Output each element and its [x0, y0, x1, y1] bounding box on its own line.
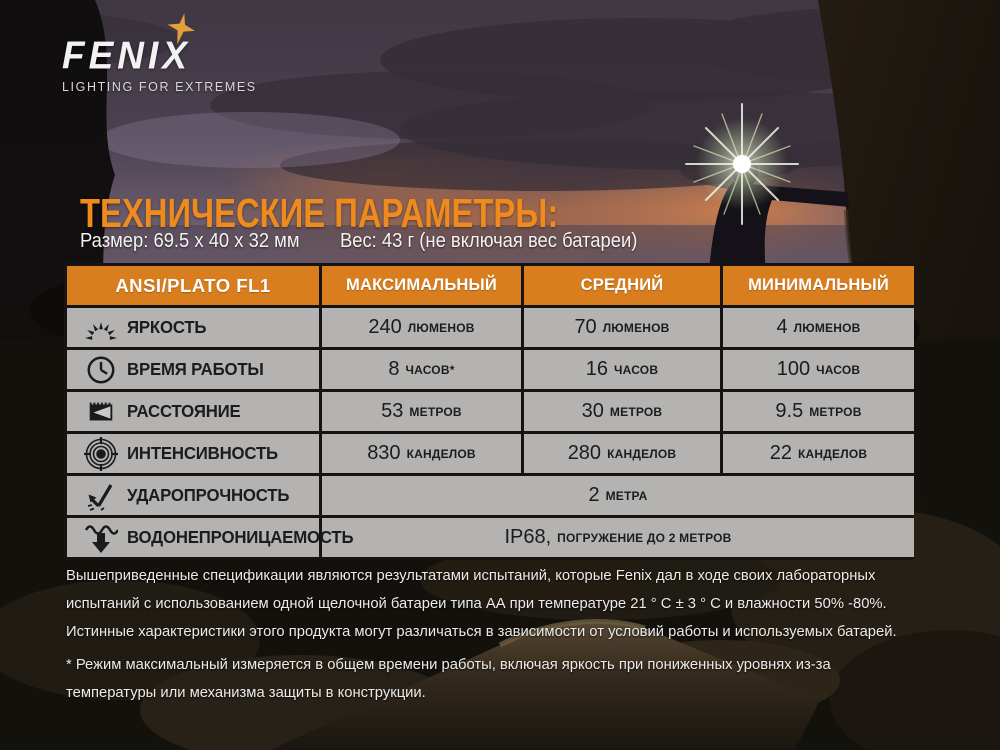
header-standard: ANSI/PLATO FL1	[67, 266, 319, 305]
spec-table: ANSI/PLATO FL1 МАКСИМАЛЬНЫЙ СРЕДНИЙ МИНИ…	[64, 263, 914, 560]
table-row: УДАРОПРОЧНОСТЬ 2 МЕТРА	[67, 476, 914, 515]
impact-icon	[75, 479, 127, 513]
value-cell-span: 2 МЕТРА	[322, 476, 914, 515]
header-max: МАКСИМАЛЬНЫЙ	[322, 266, 521, 305]
clock-icon	[75, 354, 127, 386]
fenix-star-icon	[167, 13, 195, 45]
header-min: МИНИМАЛЬНЫЙ	[723, 266, 914, 305]
value-cell: 100 ЧАСОВ	[723, 350, 914, 389]
value-cell: 53 МЕТРОВ	[322, 392, 521, 431]
value-cell: 70 ЛЮМЕНОВ	[524, 308, 720, 347]
weight-spec: Вес: 43 г (не включая вес батареи)	[339, 230, 638, 252]
table-row: ВОДОНЕПРОНИЦАЕМОСТЬ IP68, ПОГРУЖЕНИЕ ДО …	[67, 518, 914, 557]
row-label-impact: УДАРОПРОЧНОСТЬ	[67, 476, 319, 515]
lab-test-footnote: Вышеприведенные спецификации являются ре…	[66, 567, 897, 640]
intensity-icon	[75, 436, 127, 471]
table-header-row: ANSI/PLATO FL1 МАКСИМАЛЬНЫЙ СРЕДНИЙ МИНИ…	[67, 266, 914, 305]
fenix-logo: FENIX LIGHTING FOR EXTREMES	[62, 13, 322, 94]
table-row: ЯРКОСТЬ 240 ЛЮМЕНОВ 70 ЛЮМЕНОВ 4 ЛЮМЕНОВ	[67, 308, 914, 347]
distance-icon	[75, 396, 127, 428]
page-title: ТЕХНИЧЕСКИЕ ПАРАМЕТРЫ:	[80, 190, 559, 236]
dimensions-line: Размер: 69.5 x 40 x 32 мм Вес: 43 г (не …	[80, 230, 637, 253]
fenix-wordmark: FENIX	[62, 33, 191, 77]
row-label-distance: РАССТОЯНИЕ	[67, 392, 319, 431]
row-label-runtime: ВРЕМЯ РАБОТЫ	[67, 350, 319, 389]
value-cell: 4 ЛЮМЕНОВ	[723, 308, 914, 347]
value-cell: 16 ЧАСОВ	[524, 350, 720, 389]
value-cell: 30 МЕТРОВ	[524, 392, 720, 431]
table-row: ИНТЕНСИВНОСТЬ 830 КАНДЕЛОВ 280 КАНДЕЛОВ …	[67, 434, 914, 473]
table-row: РАССТОЯНИЕ 53 МЕТРОВ 30 МЕТРОВ 9.5 МЕТРО…	[67, 392, 914, 431]
value-cell: 280 КАНДЕЛОВ	[524, 434, 720, 473]
table-row: ВРЕМЯ РАБОТЫ 8 ЧАСОВ* 16 ЧАСОВ 100 ЧАСОВ	[67, 350, 914, 389]
value-cell: 22 КАНДЕЛОВ	[723, 434, 914, 473]
value-cell: 9.5 МЕТРОВ	[723, 392, 914, 431]
value-cell-span: IP68, ПОГРУЖЕНИЕ ДО 2 МЕТРОВ	[322, 518, 914, 557]
header-mid: СРЕДНИЙ	[524, 266, 720, 305]
row-label-intensity: ИНТЕНСИВНОСТЬ	[67, 434, 319, 473]
fenix-tagline: LIGHTING FOR EXTREMES	[62, 80, 257, 94]
row-label-brightness: ЯРКОСТЬ	[67, 308, 319, 347]
value-cell: 240 ЛЮМЕНОВ	[322, 308, 521, 347]
brightness-icon	[75, 311, 127, 345]
headlamp-flare	[685, 103, 799, 225]
waterproof-icon	[75, 521, 127, 555]
row-label-waterproof: ВОДОНЕПРОНИЦАЕМОСТЬ	[67, 518, 354, 557]
value-cell: 8 ЧАСОВ*	[322, 350, 521, 389]
max-mode-footnote: * Режим максимальный измеряется в общем …	[66, 656, 831, 701]
value-cell: 830 КАНДЕЛОВ	[322, 434, 521, 473]
size-spec: Размер: 69.5 x 40 x 32 мм	[80, 230, 300, 252]
